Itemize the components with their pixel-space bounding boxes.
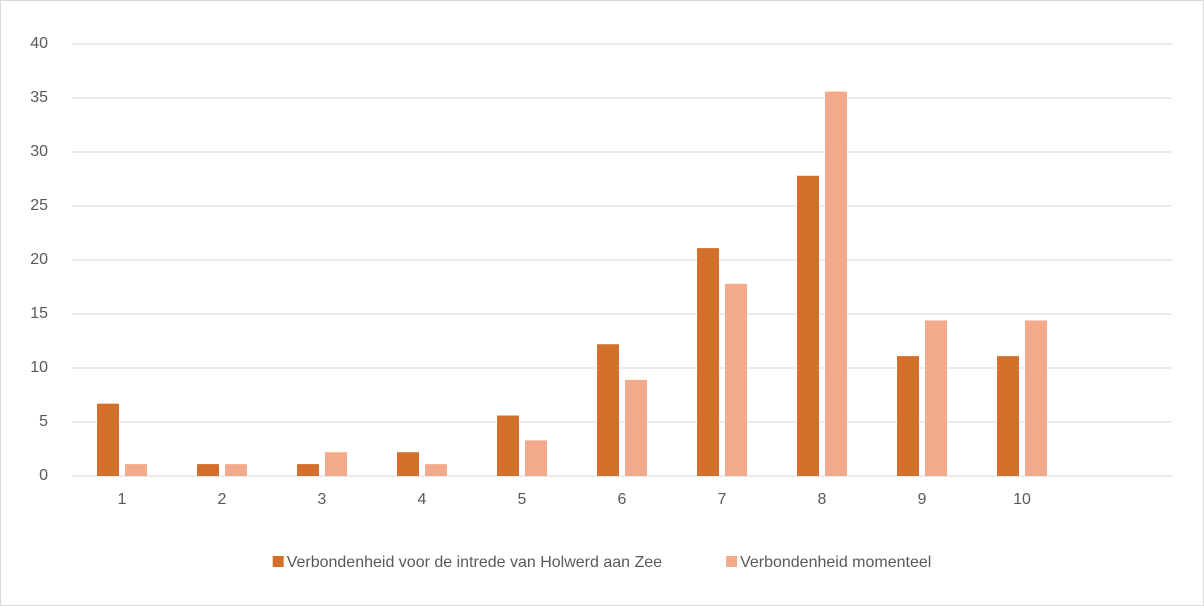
bar bbox=[525, 440, 547, 476]
bar bbox=[225, 464, 247, 476]
bar bbox=[797, 175, 819, 476]
bar bbox=[897, 356, 919, 476]
bar bbox=[825, 91, 847, 477]
y-tick-label: 25 bbox=[30, 197, 48, 214]
bar bbox=[297, 464, 319, 476]
x-tick-label: 6 bbox=[618, 491, 627, 508]
x-tick-label: 1 bbox=[118, 491, 127, 508]
x-tick-label: 7 bbox=[718, 491, 727, 508]
x-tick-label: 9 bbox=[918, 491, 927, 508]
bar bbox=[697, 248, 719, 476]
bar bbox=[197, 464, 219, 476]
bar bbox=[997, 356, 1019, 476]
legend-swatch bbox=[726, 556, 738, 567]
bar bbox=[97, 403, 119, 476]
y-tick-label: 20 bbox=[30, 251, 48, 268]
bar bbox=[597, 344, 619, 476]
y-tick-label: 30 bbox=[30, 143, 48, 160]
x-tick-label: 10 bbox=[1013, 491, 1031, 508]
bar bbox=[925, 320, 947, 476]
x-tick-label: 4 bbox=[418, 491, 427, 508]
bar bbox=[1025, 320, 1047, 476]
y-tick-label: 15 bbox=[30, 305, 48, 322]
bar bbox=[425, 464, 447, 476]
x-tick-label: 3 bbox=[318, 491, 327, 508]
y-tick-label: 40 bbox=[30, 35, 48, 52]
x-tick-label: 2 bbox=[218, 491, 227, 508]
y-tick-label: 10 bbox=[30, 359, 48, 376]
y-tick-label: 0 bbox=[39, 467, 48, 484]
bar bbox=[125, 464, 147, 476]
bar bbox=[325, 452, 347, 476]
x-tick-label: 8 bbox=[818, 491, 827, 508]
bar bbox=[625, 379, 647, 476]
y-tick-label: 35 bbox=[30, 89, 48, 106]
x-tick-label: 5 bbox=[518, 491, 527, 508]
bar bbox=[497, 415, 519, 476]
y-tick-label: 5 bbox=[39, 413, 48, 430]
legend-swatch bbox=[272, 556, 284, 567]
bar bbox=[725, 283, 747, 476]
bar bbox=[397, 452, 419, 476]
legend-label: Verbondenheid voor de intrede van Holwer… bbox=[287, 554, 662, 571]
legend-label: Verbondenheid momenteel bbox=[740, 554, 931, 571]
